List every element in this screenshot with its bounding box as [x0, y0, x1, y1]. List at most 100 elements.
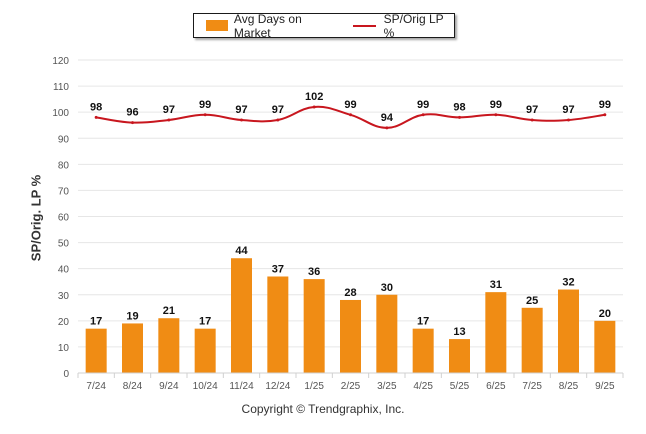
x-tick-label: 3/25: [377, 381, 397, 392]
bar: [267, 276, 289, 373]
y-axis-ticks: 0 10 20 30 40 50 60 70 80 90 100 110 120: [52, 56, 69, 380]
line-value-label: 97: [235, 104, 247, 116]
x-tick-label: 10/24: [193, 381, 218, 392]
bar-value-label: 20: [599, 308, 611, 320]
line-value-label: 97: [526, 104, 538, 116]
x-tick-label: 9/24: [159, 381, 179, 392]
bar-value-label: 17: [90, 316, 102, 328]
bar-value-label: 17: [417, 316, 429, 328]
line-value-label: 99: [490, 99, 502, 111]
y-tick-label: 50: [58, 239, 70, 250]
bar: [376, 294, 398, 373]
line-point: [131, 121, 134, 125]
bar-value-label: 19: [126, 310, 138, 322]
line-value-label: 99: [344, 99, 356, 111]
line-value-label: 99: [417, 99, 429, 111]
line-point: [240, 118, 243, 122]
bar-value-label: 44: [235, 245, 248, 257]
line-point: [567, 118, 570, 122]
line-series: [94, 105, 607, 130]
line-value-label: 98: [453, 101, 465, 113]
bar-value-label: 36: [308, 266, 320, 278]
bar-value-label: 32: [562, 277, 574, 289]
bar-value-label: 25: [526, 295, 538, 307]
bar-value-label: 28: [344, 287, 356, 299]
line-value-label: 94: [381, 112, 394, 124]
line-value-label: 97: [272, 104, 284, 116]
x-tick-label: 6/25: [486, 381, 506, 392]
bar: [122, 323, 143, 373]
y-tick-label: 100: [52, 108, 69, 119]
y-tick-label: 40: [58, 265, 70, 276]
y-tick-label: 110: [53, 82, 69, 93]
copyright-text: Copyright © Trendgraphix, Inc.: [241, 402, 405, 416]
line-point: [312, 105, 316, 109]
legend-label-sp-orig-lp: SP/Orig LP %: [383, 11, 444, 40]
x-tick-label: 11/24: [229, 381, 254, 392]
bar: [594, 320, 616, 373]
bar: [231, 258, 252, 373]
x-tick-label: 5/25: [450, 381, 470, 392]
bar: [303, 279, 325, 373]
y-tick-label: 70: [58, 186, 70, 197]
line-point: [94, 115, 98, 119]
line-point: [349, 113, 352, 117]
y-tick-label: 30: [58, 291, 70, 302]
line-point: [494, 113, 498, 117]
bar-value-label: 30: [381, 282, 393, 294]
line-value-label: 99: [199, 99, 211, 111]
legend-label-days-on-market: Avg Days on Market: [233, 11, 302, 40]
line-point: [530, 118, 534, 122]
line-value-label: 96: [126, 107, 138, 119]
legend-swatch-line: [352, 24, 376, 27]
line-point: [458, 115, 461, 119]
line-point: [167, 118, 171, 122]
line-point: [276, 118, 280, 122]
bar-series: [85, 258, 616, 373]
bar: [158, 318, 180, 373]
bar: [449, 339, 470, 373]
x-axis: 7/24 8/24 9/24 10/24 11/24 12/24 1/25 2/25 3/25 4…: [77, 372, 624, 392]
y-tick-label: 90: [58, 134, 70, 145]
line-point: [421, 113, 425, 117]
line-value-label: 98: [90, 101, 102, 113]
bar: [412, 328, 434, 373]
bar: [85, 328, 107, 373]
bar-value-label: 31: [490, 279, 502, 291]
line-value-label: 99: [599, 99, 611, 111]
bar: [485, 292, 507, 373]
x-tick-label: 4/25: [413, 381, 433, 392]
line-point: [603, 113, 607, 117]
bar-value-label: 17: [199, 316, 211, 328]
y-tick-label: 10: [58, 343, 70, 354]
chart-legend: Avg Days on Market SP/Orig LP %: [193, 11, 455, 40]
line-value-label: 97: [562, 104, 574, 116]
bar-value-label: 37: [272, 263, 284, 275]
x-tick-label: 7/25: [522, 381, 542, 392]
line-point: [385, 126, 389, 130]
legend-swatch-bar: [206, 20, 228, 31]
y-tick-label: 20: [58, 317, 70, 328]
x-tick-label: 1/25: [304, 381, 324, 392]
data-labels: 17 19 21 17 44 37 36 28 30 17 13 31 25 32 20 98 96 97 99 97…: [90, 91, 611, 338]
bar: [558, 289, 579, 373]
x-tick-label: 9/25: [595, 381, 615, 392]
line-value-label: 97: [163, 104, 175, 116]
line-value-label: 102: [305, 91, 323, 103]
x-tick-label: 2/25: [341, 381, 361, 392]
bar-value-label: 21: [163, 305, 175, 317]
bar: [194, 328, 216, 373]
y-tick-label: 0: [63, 369, 69, 380]
line-point: [203, 113, 207, 117]
bar-value-label: 13: [453, 326, 465, 338]
y-tick-label: 60: [58, 213, 70, 224]
x-tick-label: 8/25: [559, 381, 579, 392]
x-tick-label: 8/24: [123, 381, 143, 392]
y-tick-label: 80: [58, 160, 70, 171]
x-tick-label: 7/24: [86, 381, 106, 392]
x-tick-label: 12/24: [265, 381, 290, 392]
y-tick-label: 120: [52, 56, 69, 67]
bar: [340, 299, 361, 373]
bar: [521, 307, 543, 373]
